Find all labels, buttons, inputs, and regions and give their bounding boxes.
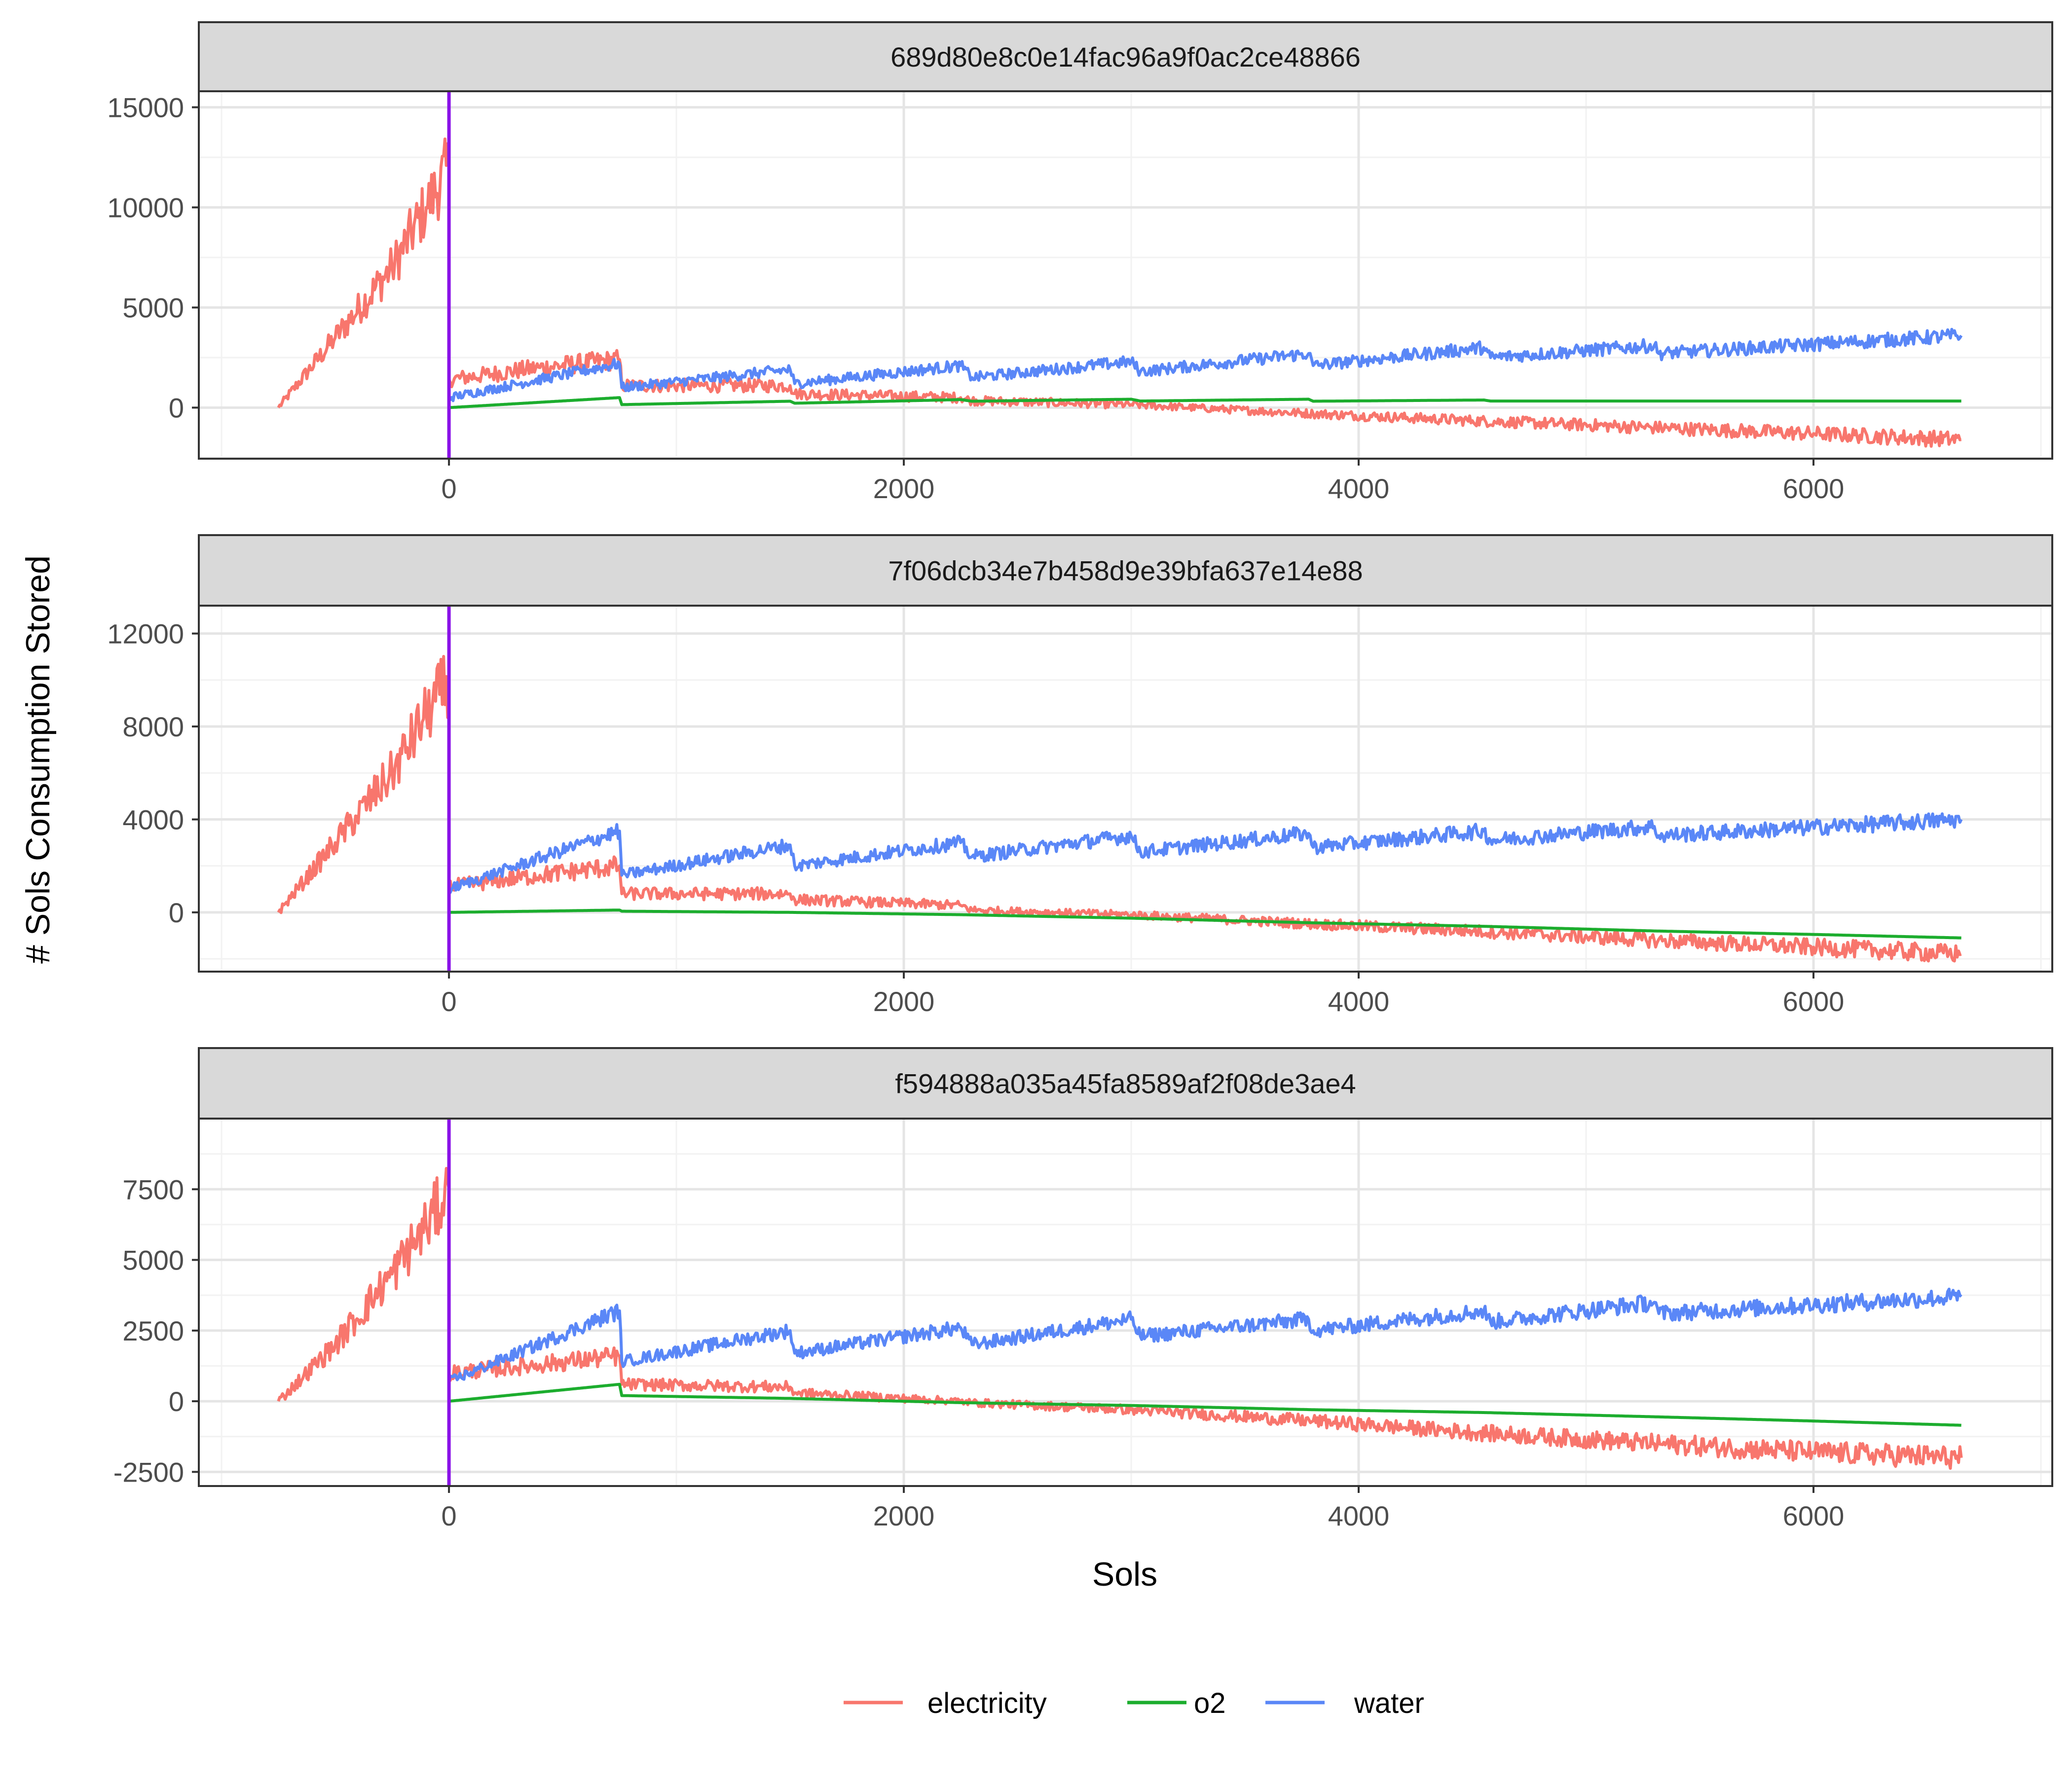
legend-label: water bbox=[1354, 1687, 1424, 1719]
legend-label: electricity bbox=[927, 1687, 1047, 1719]
y-tick-label: 7500 bbox=[122, 1174, 184, 1205]
y-tick-label: 10000 bbox=[107, 192, 184, 223]
x-tick-label: 0 bbox=[442, 986, 457, 1017]
y-tick-label: 4000 bbox=[122, 804, 184, 835]
y-tick-label: 0 bbox=[169, 897, 184, 928]
series-line-o2 bbox=[448, 908, 1961, 940]
facet-panel: 689d80e8c0e14fac96a9f0ac2ce48866 0 5000 100… bbox=[107, 21, 2053, 504]
x-tick-label: 6000 bbox=[1783, 1500, 1845, 1531]
series-line-electricity bbox=[277, 137, 1961, 448]
facet-strip-label: 689d80e8c0e14fac96a9f0ac2ce48866 bbox=[890, 41, 1361, 73]
x-tick-label: 2000 bbox=[873, 986, 935, 1017]
facet-strip bbox=[198, 534, 2053, 607]
facet-panel: f594888a035a45fa8589af2f08de3ae4 -2500 0 25… bbox=[113, 1047, 2053, 1531]
facet-strip bbox=[198, 21, 2053, 92]
y-tick-label: 0 bbox=[169, 1386, 184, 1417]
facet-panel: 7f06dcb34e7b458d9e39bfa637e14e88 0 4000 800… bbox=[107, 534, 2053, 1017]
y-tick-label: 5000 bbox=[122, 1245, 184, 1276]
legend: electricity o2 water bbox=[844, 1687, 1424, 1719]
facet-strip-label: f594888a035a45fa8589af2f08de3ae4 bbox=[895, 1068, 1356, 1099]
series-line-water bbox=[447, 327, 1963, 402]
y-tick-label: 8000 bbox=[122, 711, 184, 742]
legend-item-water: water bbox=[1265, 1687, 1424, 1719]
y-tick-label: 5000 bbox=[122, 292, 184, 323]
legend-label: o2 bbox=[1194, 1687, 1226, 1719]
series-line-water bbox=[447, 1287, 1962, 1382]
x-tick-label: 0 bbox=[442, 1500, 457, 1531]
x-tick-label: 2000 bbox=[873, 1500, 935, 1531]
facet-strip bbox=[198, 1047, 2053, 1120]
plot-background bbox=[199, 91, 2052, 459]
x-tick-label: 6000 bbox=[1783, 986, 1845, 1017]
y-tick-label: 15000 bbox=[107, 92, 184, 123]
series-line-o2 bbox=[448, 396, 1961, 409]
x-tick-label: 0 bbox=[442, 473, 457, 504]
x-tick-label: 4000 bbox=[1328, 1500, 1390, 1531]
panel-border bbox=[198, 605, 2053, 973]
series-line-o2 bbox=[448, 1382, 1961, 1427]
y-axis-label: # Sols Consumption Stored bbox=[19, 555, 57, 964]
y-tick-label: 2500 bbox=[122, 1315, 184, 1346]
x-tick-label: 6000 bbox=[1783, 473, 1845, 504]
y-tick-label: 0 bbox=[169, 392, 184, 423]
facet-strip-label: 7f06dcb34e7b458d9e39bfa637e14e88 bbox=[888, 555, 1363, 586]
x-tick-label: 2000 bbox=[873, 473, 935, 504]
x-tick-label: 4000 bbox=[1328, 986, 1390, 1017]
x-tick-label: 4000 bbox=[1328, 473, 1390, 504]
x-axis-label: Sols bbox=[1092, 1556, 1157, 1593]
plot-background bbox=[199, 1119, 2052, 1486]
panel-border bbox=[198, 1118, 2053, 1487]
panel-border bbox=[198, 90, 2053, 460]
series-line-water bbox=[447, 812, 1963, 894]
facet-panels: 689d80e8c0e14fac96a9f0ac2ce48866 0 5000 100… bbox=[107, 21, 2053, 1531]
series-line-electricity bbox=[277, 654, 1962, 963]
y-tick-label: 12000 bbox=[107, 618, 184, 650]
legend-item-electricity: electricity bbox=[844, 1687, 1047, 1719]
legend-item-o2: o2 bbox=[1127, 1687, 1226, 1719]
y-tick-label: -2500 bbox=[113, 1456, 184, 1488]
